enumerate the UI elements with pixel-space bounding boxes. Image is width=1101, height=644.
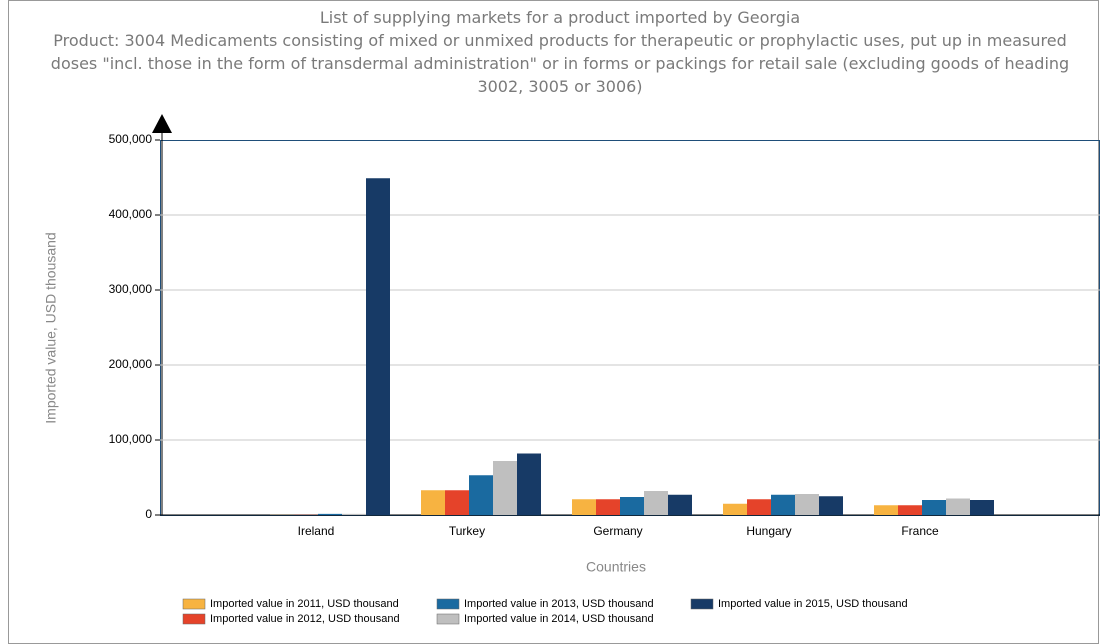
x-tick-label: Hungary <box>746 524 791 538</box>
y-tick-label: 100,000 <box>109 432 153 446</box>
bar <box>747 499 771 515</box>
bar <box>771 494 795 515</box>
bar <box>493 461 517 515</box>
y-tick-label: 300,000 <box>109 282 153 296</box>
y-tick-label: 400,000 <box>109 207 153 221</box>
legend-label: Imported value in 2014, USD thousand <box>464 613 654 625</box>
bar <box>421 490 445 515</box>
bar <box>819 496 843 515</box>
legend-swatch <box>690 598 714 610</box>
y-tick-label: 200,000 <box>109 357 153 371</box>
plot-area <box>160 140 1100 516</box>
x-tick-label: France <box>901 524 939 538</box>
x-tick-label: Ireland <box>298 524 335 538</box>
bar <box>644 491 668 515</box>
bar <box>620 497 644 515</box>
bar <box>517 453 541 515</box>
legend-label: Imported value in 2011, USD thousand <box>210 598 399 610</box>
bar <box>668 494 692 515</box>
bar <box>795 494 819 515</box>
bar <box>469 475 493 515</box>
legend-swatch <box>436 613 460 625</box>
y-axis-title: Imported value, USD thousand <box>43 232 59 423</box>
bar <box>445 490 469 515</box>
legend-swatch <box>436 598 460 610</box>
legend-label: Imported value in 2015, USD thousand <box>718 598 908 610</box>
legend-swatch <box>182 598 206 610</box>
axis-arrow <box>152 114 172 133</box>
legend-swatch <box>182 613 206 625</box>
chart-title: List of supplying markets for a product … <box>319 8 801 27</box>
x-tick-label: Germany <box>593 524 642 538</box>
legend-label: Imported value in 2012, USD thousand <box>210 613 400 625</box>
bar <box>898 505 922 515</box>
bar <box>874 505 898 515</box>
y-tick-label: 500,000 <box>109 132 153 146</box>
bar <box>366 178 390 515</box>
x-tick-label: Turkey <box>449 524 485 538</box>
bar <box>970 500 994 515</box>
bar <box>572 499 596 515</box>
bar <box>723 503 747 515</box>
bar <box>596 499 620 515</box>
bar <box>946 498 970 515</box>
legend-label: Imported value in 2013, USD thousand <box>464 598 654 610</box>
x-axis-title: Countries <box>586 559 646 575</box>
y-tick-label: 0 <box>145 507 152 521</box>
bar <box>318 513 342 515</box>
titles: List of supplying markets for a product … <box>40 6 1080 98</box>
bar <box>342 513 366 515</box>
chart-subtitle: Product: 3004 Medicaments consisting of … <box>50 31 1070 96</box>
bar <box>922 500 946 515</box>
